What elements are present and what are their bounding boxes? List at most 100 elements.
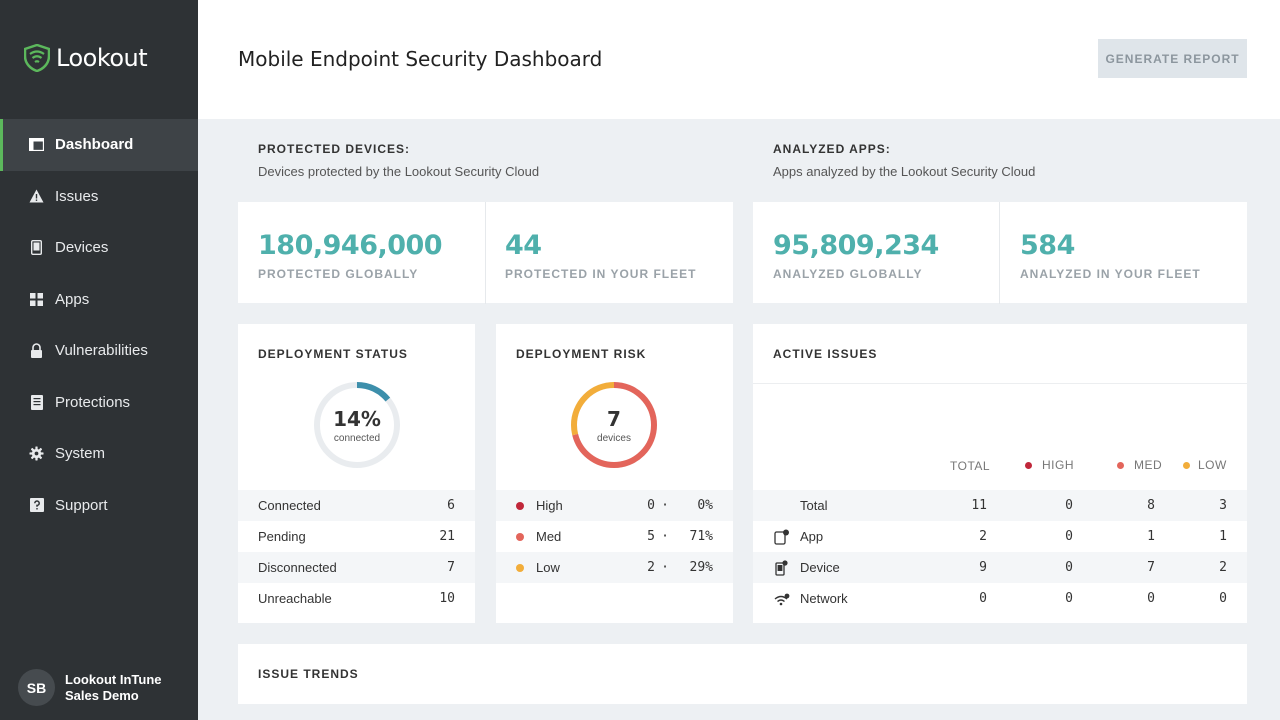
- sidebar-item-protections[interactable]: Protections: [0, 377, 198, 429]
- col-header-high: HIGH: [1025, 458, 1074, 472]
- brand-name: Lookout: [56, 44, 148, 72]
- sidebar-item-support[interactable]: Support: [0, 480, 198, 532]
- sidebar-item-issues[interactable]: Issues: [0, 171, 198, 223]
- stat-analyzed-globally: 95,809,234 ANALYZED GLOBALLY: [753, 202, 1000, 304]
- sidebar-item-label: Devices: [55, 239, 109, 257]
- card-title: ACTIVE ISSUES: [773, 347, 878, 361]
- cell-total: 11: [971, 498, 987, 513]
- col-header-label: MED: [1134, 458, 1163, 472]
- section-subtitle: Apps analyzed by the Lookout Security Cl…: [773, 164, 1036, 179]
- cell-med: 7: [1147, 560, 1155, 575]
- row-name: Total: [800, 498, 828, 513]
- logo[interactable]: Lookout: [24, 44, 148, 72]
- help-icon: [29, 498, 44, 513]
- stat-label: ANALYZED IN YOUR FLEET: [1020, 267, 1201, 281]
- analyzed-apps-header: ANALYZED APPS: Apps analyzed by the Look…: [773, 142, 1035, 179]
- sidebar-item-label: Dashboard: [55, 136, 134, 154]
- row-value: 10: [439, 591, 455, 606]
- stat-analyzed-fleet: 584 ANALYZED IN YOUR FLEET: [1000, 202, 1247, 304]
- row-label: Disconnected: [258, 560, 337, 575]
- active-issues-card: ACTIVE ISSUES TOTAL HIGH MED LOW Total 1…: [753, 324, 1247, 623]
- donut-value: 14%: [333, 406, 381, 431]
- row-separator: ·: [661, 498, 669, 513]
- sidebar-item-dashboard[interactable]: Dashboard: [0, 119, 198, 171]
- sidebar-item-devices[interactable]: Devices: [0, 222, 198, 274]
- user-name: Lookout InTune Sales Demo: [65, 671, 162, 703]
- sidebar-item-label: Support: [55, 496, 108, 514]
- section-title: ANALYZED APPS:: [773, 142, 891, 156]
- table-row[interactable]: Network 0 0 0 0: [753, 583, 1247, 614]
- row-label: High: [536, 498, 563, 513]
- row-value: 21: [439, 529, 455, 544]
- low-dot-icon: [516, 563, 524, 572]
- cell-high: 0: [1065, 591, 1073, 606]
- divider: [485, 202, 486, 304]
- med-dot-icon: [516, 532, 524, 541]
- stat-value: 584: [1020, 230, 1075, 261]
- sidebar-item-label: Protections: [55, 393, 131, 411]
- grid-icon: [29, 292, 44, 307]
- row-name: Device: [800, 560, 840, 575]
- donut-label: connected: [333, 432, 381, 444]
- card-title: DEPLOYMENT STATUS: [258, 347, 408, 361]
- risk-low-arc: [571, 382, 657, 468]
- row-label: Med: [536, 529, 562, 544]
- cell-med: 1: [1147, 529, 1155, 544]
- list-item: Connected 6: [238, 490, 475, 521]
- status-list: Connected 6 Pending 21 Disconnected 7 Unrea…: [238, 490, 475, 614]
- sidebar-item-apps[interactable]: Apps: [0, 274, 198, 326]
- sidebar-item-label: Apps: [55, 290, 90, 308]
- donut-label: devices: [597, 432, 631, 444]
- cell-low: 1: [1219, 529, 1227, 544]
- warning-icon: [29, 189, 44, 204]
- stat-label: PROTECTED IN YOUR FLEET: [505, 267, 697, 281]
- row-label: Low: [536, 560, 560, 575]
- row-label: Connected: [258, 498, 321, 513]
- list-item: Low 2 · 29%: [496, 552, 733, 583]
- divider: [753, 383, 1247, 384]
- dashboard-icon: [29, 137, 44, 152]
- row-name: Network: [800, 591, 848, 606]
- protected-devices-header: PROTECTED DEVICES: Devices protected by …: [258, 142, 539, 179]
- app-icon: [774, 529, 790, 545]
- col-header-total: TOTAL: [950, 459, 991, 473]
- row-percent: 0%: [697, 498, 713, 513]
- deployment-status-card: DEPLOYMENT STATUS 14% connected Connecte…: [238, 324, 475, 623]
- sidebar-item-vulnerabilities[interactable]: Vulnerabilities: [0, 325, 198, 377]
- list-item: Med 5 · 71%: [496, 521, 733, 552]
- row-separator: ·: [661, 560, 669, 575]
- document-icon: [29, 394, 44, 410]
- cell-total: 9: [979, 560, 987, 575]
- list-item: High 0 · 0%: [496, 490, 733, 521]
- sidebar-item-label: Issues: [55, 187, 99, 205]
- sidebar-item-label: Vulnerabilities: [55, 342, 148, 360]
- page-title: Mobile Endpoint Security Dashboard: [238, 47, 603, 71]
- row-percent: 71%: [689, 529, 713, 544]
- table-row[interactable]: App 2 0 1 1: [753, 521, 1247, 552]
- sidebar-item-system[interactable]: System: [0, 428, 198, 480]
- col-header-med: MED: [1117, 458, 1162, 472]
- row-label: Unreachable: [258, 591, 332, 606]
- row-value: 7: [447, 560, 455, 575]
- table-row[interactable]: Total 11 0 8 3: [753, 490, 1247, 521]
- wifi-icon: [774, 591, 790, 607]
- protected-devices-card: 180,946,000 PROTECTED GLOBALLY 44 PROTEC…: [238, 202, 733, 304]
- user-profile[interactable]: SB Lookout InTune Sales Demo: [18, 669, 165, 706]
- section-title: PROTECTED DEVICES:: [258, 142, 411, 156]
- table-row[interactable]: Device 9 0 7 2: [753, 552, 1247, 583]
- sidebar: Lookout Dashboard Issues Devices Apps: [0, 0, 198, 720]
- generate-report-button[interactable]: GENERATE REPORT: [1098, 39, 1247, 78]
- stat-protected-fleet: 44 PROTECTED IN YOUR FLEET: [485, 202, 733, 304]
- cell-low: 3: [1219, 498, 1227, 513]
- issue-trends-card: ISSUE TRENDS: [238, 644, 1247, 704]
- stat-label: PROTECTED GLOBALLY: [258, 267, 419, 281]
- row-label: Pending: [258, 529, 306, 544]
- stat-value: 95,809,234: [773, 230, 939, 261]
- cell-high: 0: [1065, 560, 1073, 575]
- gear-icon: [29, 446, 44, 461]
- divider: [999, 202, 1000, 304]
- page-header: Mobile Endpoint Security Dashboard GENER…: [198, 0, 1280, 119]
- stat-value: 44: [505, 230, 542, 261]
- phone-icon: [29, 240, 44, 256]
- risk-list: High 0 · 0% Med 5 · 71% Low 2 · 29%: [496, 490, 733, 583]
